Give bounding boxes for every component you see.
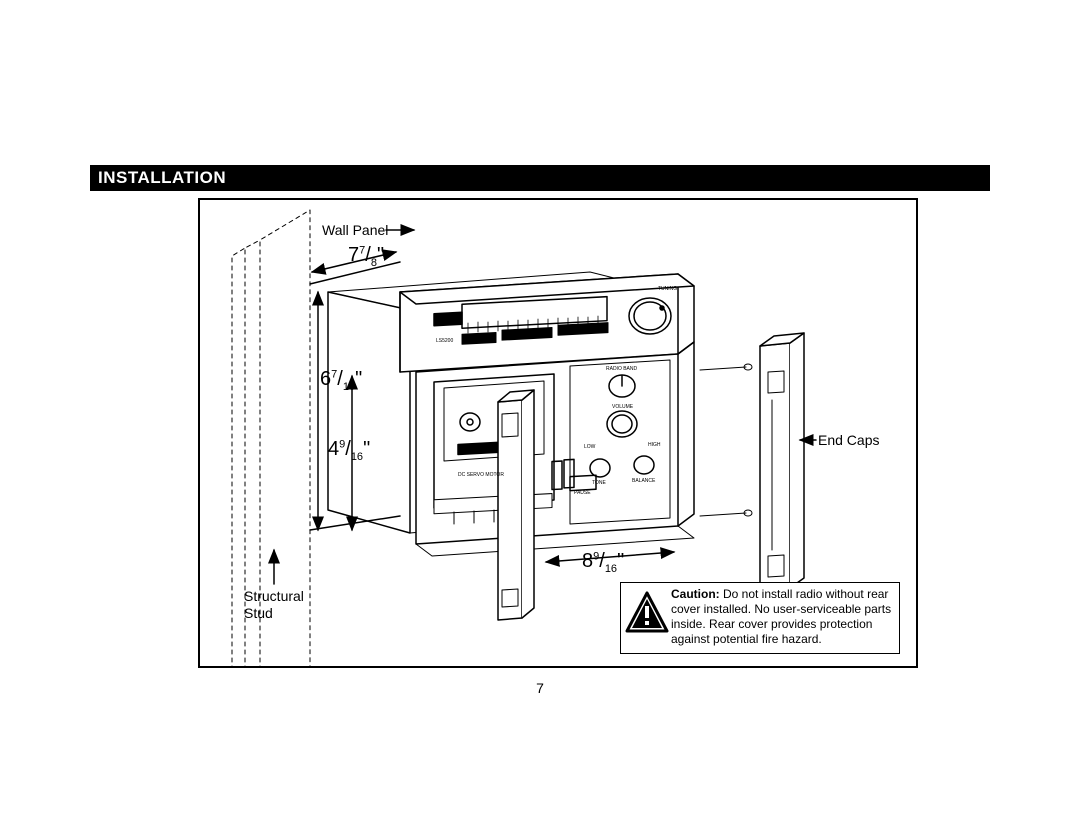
balance-text: BALANCE <box>632 478 656 484</box>
section-header: INSTALLATION <box>90 165 990 191</box>
tuning-text: TUNING <box>658 286 677 292</box>
page: INSTALLATION <box>0 0 1080 834</box>
volume-text: VOLUME <box>612 404 634 410</box>
page-number: 7 <box>0 680 1080 696</box>
motor-text: DC SERVO MOTOR <box>458 472 504 478</box>
dim-height-partial: 49/16" <box>328 438 370 463</box>
low-text: LOW <box>584 444 596 450</box>
dim-height-full: 67/16" <box>320 368 362 393</box>
warning-icon <box>625 591 669 635</box>
wall-panel-label: Wall Panel <box>322 222 388 238</box>
caution-bold: Caution: <box>671 587 720 601</box>
spk-b-text: SPEAKER B <box>564 347 593 353</box>
tone-text: TONE <box>592 480 606 486</box>
auto-text: AUTO <box>472 461 486 467</box>
dim-bottom-width: 89/16" <box>582 550 624 575</box>
dim-top-width: 77/8" <box>348 244 384 269</box>
section-title: INSTALLATION <box>98 168 226 187</box>
diagram-frame: LINEAR ON/OFF SPEAKER A SPEAKER B AUTO L… <box>198 198 918 668</box>
model-text: LS5200 <box>436 338 453 344</box>
caution-box: Caution: Do not install radio without re… <box>620 582 900 654</box>
onoff-text: ON/OFF <box>468 351 487 357</box>
pause-text: PAUSE <box>574 490 591 496</box>
high-text: HIGH <box>648 442 661 448</box>
end-caps-label: End Caps <box>818 432 879 448</box>
structural-stud-label: Structural Stud <box>244 588 304 622</box>
brand-text: LINEAR <box>436 330 454 336</box>
radioband-text: RADIO BAND <box>606 366 638 372</box>
spk-a-text: SPEAKER A <box>508 349 537 355</box>
